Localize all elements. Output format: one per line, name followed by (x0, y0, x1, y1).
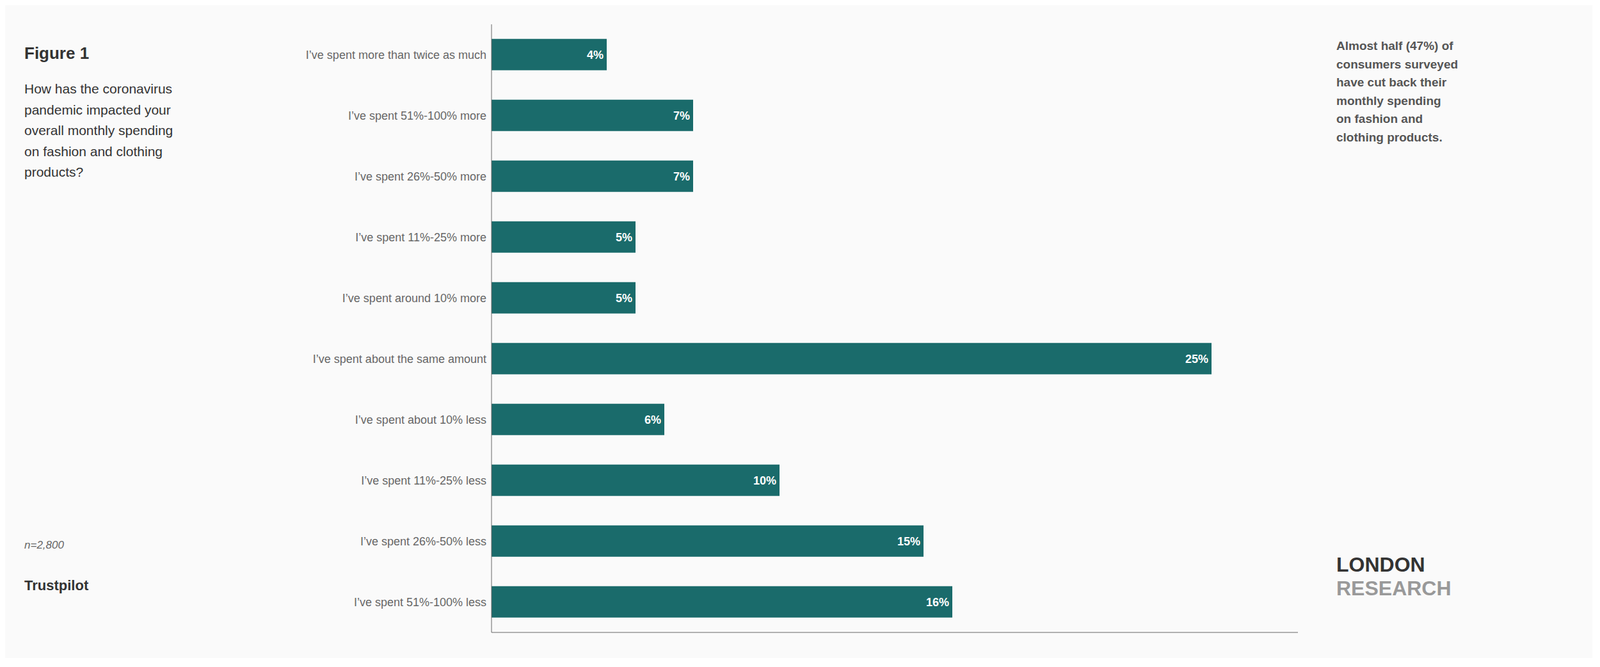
svg-text:5%: 5% (615, 231, 633, 244)
html-text:Almost half (47%) of consumers: Almost half (47%) of consumers surveyed … (1336, 39, 1458, 144)
svg-text:7%: 7% (673, 170, 690, 184)
html-text:LONDON: LONDON (1336, 552, 1426, 576)
svg-text:10%: 10% (753, 474, 777, 488)
svg-text:I’ve spent about the same amou: I’ve spent about the same amount (312, 352, 487, 366)
svg-text:15%: 15% (897, 535, 921, 548)
svg-text:7%: 7% (673, 109, 690, 123)
svg-text:I’ve spent 26%-50% less: I’ve spent 26%-50% less (360, 535, 487, 548)
svg-text:I’ve spent 51%-100% less: I’ve spent 51%-100% less (353, 595, 487, 609)
svg-text:6%: 6% (644, 413, 662, 427)
html-text:n=2,800: n=2,800 (24, 538, 64, 552)
svg-text:I’ve spent 11%-25% more: I’ve spent 11%-25% more (355, 231, 487, 244)
svg-text:16%: 16% (926, 595, 950, 609)
svg-text:I’ve spent more than twice as: I’ve spent more than twice as much (305, 48, 487, 62)
html-text:RESEARCH: RESEARCH (1336, 576, 1452, 600)
svg-text:5%: 5% (615, 291, 633, 305)
svg-text:I’ve spent 26%-50% more: I’ve spent 26%-50% more (354, 170, 487, 184)
html-text:Trustpilot: Trustpilot (24, 577, 89, 594)
svg-text:4%: 4% (586, 48, 604, 62)
html-text:How has the coronavirus pandem: How has the coronavirus pandemic impacte… (24, 81, 173, 180)
html-text:Figure 1: Figure 1 (24, 43, 90, 63)
svg-text:I’ve spent 11%-25% less: I’ve spent 11%-25% less (360, 474, 487, 488)
svg-text:I’ve spent around 10% more: I’ve spent around 10% more (342, 291, 487, 305)
svg-text:I’ve spent 51%-100% more: I’ve spent 51%-100% more (348, 109, 487, 123)
svg-text:I’ve spent about 10% less: I’ve spent about 10% less (355, 413, 487, 427)
svg-text:25%: 25% (1185, 352, 1209, 366)
